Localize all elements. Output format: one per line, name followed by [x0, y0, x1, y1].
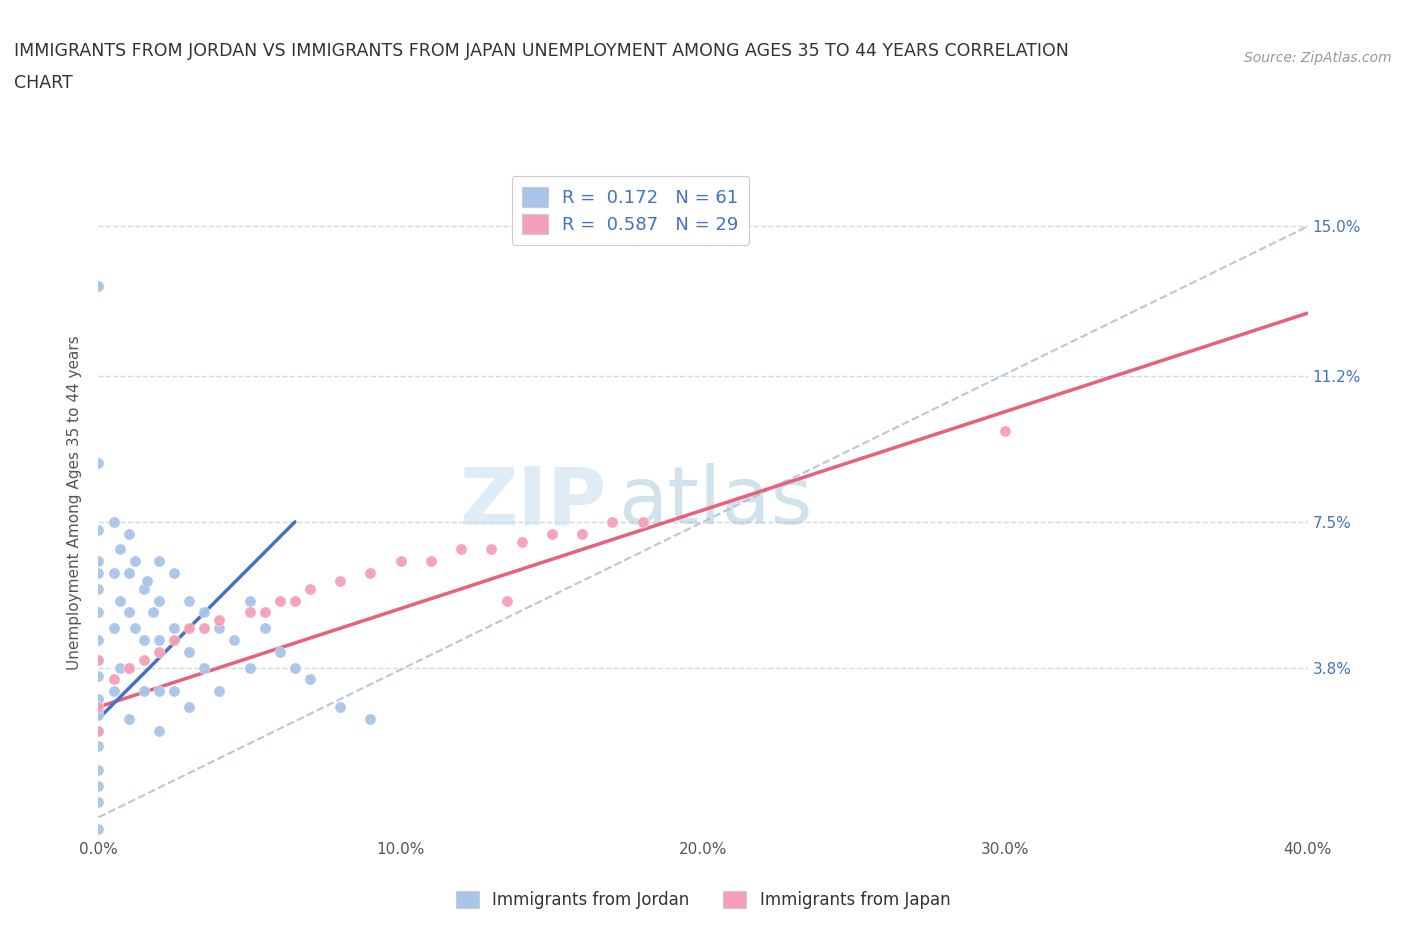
- Point: [163, 621, 186, 636]
- Point: [239, 605, 262, 620]
- Point: [510, 534, 533, 549]
- Point: [87, 699, 110, 714]
- Point: [208, 621, 231, 636]
- Point: [179, 593, 201, 608]
- Point: [450, 542, 472, 557]
- Point: [87, 739, 110, 754]
- Point: [135, 574, 157, 589]
- Point: [481, 542, 503, 557]
- Point: [87, 822, 110, 837]
- Text: IMMIGRANTS FROM JORDAN VS IMMIGRANTS FROM JAPAN UNEMPLOYMENT AMONG AGES 35 TO 44: IMMIGRANTS FROM JORDAN VS IMMIGRANTS FRO…: [14, 42, 1069, 60]
- Point: [87, 632, 110, 647]
- Point: [103, 621, 125, 636]
- Point: [148, 684, 170, 698]
- Point: [208, 684, 231, 698]
- Point: [108, 593, 131, 608]
- Text: CHART: CHART: [14, 74, 73, 92]
- Point: [142, 605, 165, 620]
- Point: [299, 672, 322, 687]
- Point: [87, 605, 110, 620]
- Point: [208, 613, 231, 628]
- Point: [329, 574, 352, 589]
- Point: [224, 632, 246, 647]
- Point: [132, 632, 155, 647]
- Point: [87, 708, 110, 723]
- Text: ZIP: ZIP: [458, 463, 606, 541]
- Point: [87, 724, 110, 738]
- Point: [269, 593, 291, 608]
- Point: [193, 621, 215, 636]
- Point: [329, 699, 352, 714]
- Point: [87, 794, 110, 809]
- Point: [360, 565, 382, 580]
- Point: [87, 554, 110, 569]
- Point: [132, 652, 155, 667]
- Point: [571, 526, 593, 541]
- Point: [540, 526, 562, 541]
- Point: [118, 660, 141, 675]
- Point: [148, 724, 170, 738]
- Point: [389, 554, 412, 569]
- Point: [118, 565, 141, 580]
- Point: [87, 692, 110, 707]
- Point: [108, 542, 131, 557]
- Point: [239, 660, 262, 675]
- Point: [269, 644, 291, 659]
- Point: [631, 514, 654, 529]
- Point: [495, 593, 517, 608]
- Point: [253, 621, 276, 636]
- Point: [132, 684, 155, 698]
- Point: [179, 699, 201, 714]
- Point: [87, 778, 110, 793]
- Legend: Immigrants from Jordan, Immigrants from Japan: Immigrants from Jordan, Immigrants from …: [449, 884, 957, 916]
- Point: [118, 526, 141, 541]
- Point: [360, 711, 382, 726]
- Point: [87, 565, 110, 580]
- Point: [193, 605, 215, 620]
- Point: [118, 660, 141, 675]
- Point: [132, 581, 155, 596]
- Point: [124, 621, 146, 636]
- Point: [87, 668, 110, 683]
- Point: [103, 672, 125, 687]
- Point: [87, 763, 110, 777]
- Point: [118, 605, 141, 620]
- Point: [163, 684, 186, 698]
- Point: [148, 554, 170, 569]
- Point: [87, 456, 110, 471]
- Point: [87, 724, 110, 738]
- Point: [87, 278, 110, 293]
- Point: [163, 632, 186, 647]
- Point: [103, 514, 125, 529]
- Point: [239, 593, 262, 608]
- Text: atlas: atlas: [619, 463, 813, 541]
- Point: [103, 565, 125, 580]
- Point: [124, 554, 146, 569]
- Point: [420, 554, 443, 569]
- Point: [602, 514, 624, 529]
- Point: [163, 565, 186, 580]
- Point: [148, 644, 170, 659]
- Point: [284, 593, 307, 608]
- Y-axis label: Unemployment Among Ages 35 to 44 years: Unemployment Among Ages 35 to 44 years: [67, 335, 83, 670]
- Point: [253, 605, 276, 620]
- Point: [108, 660, 131, 675]
- Point: [103, 684, 125, 698]
- Point: [299, 581, 322, 596]
- Point: [148, 593, 170, 608]
- Point: [87, 523, 110, 538]
- Point: [193, 660, 215, 675]
- Point: [179, 621, 201, 636]
- Point: [87, 581, 110, 596]
- Point: [994, 424, 1017, 439]
- Point: [284, 660, 307, 675]
- Point: [179, 644, 201, 659]
- Point: [87, 652, 110, 667]
- Point: [87, 652, 110, 667]
- Point: [118, 711, 141, 726]
- Point: [148, 632, 170, 647]
- Text: Source: ZipAtlas.com: Source: ZipAtlas.com: [1244, 51, 1392, 65]
